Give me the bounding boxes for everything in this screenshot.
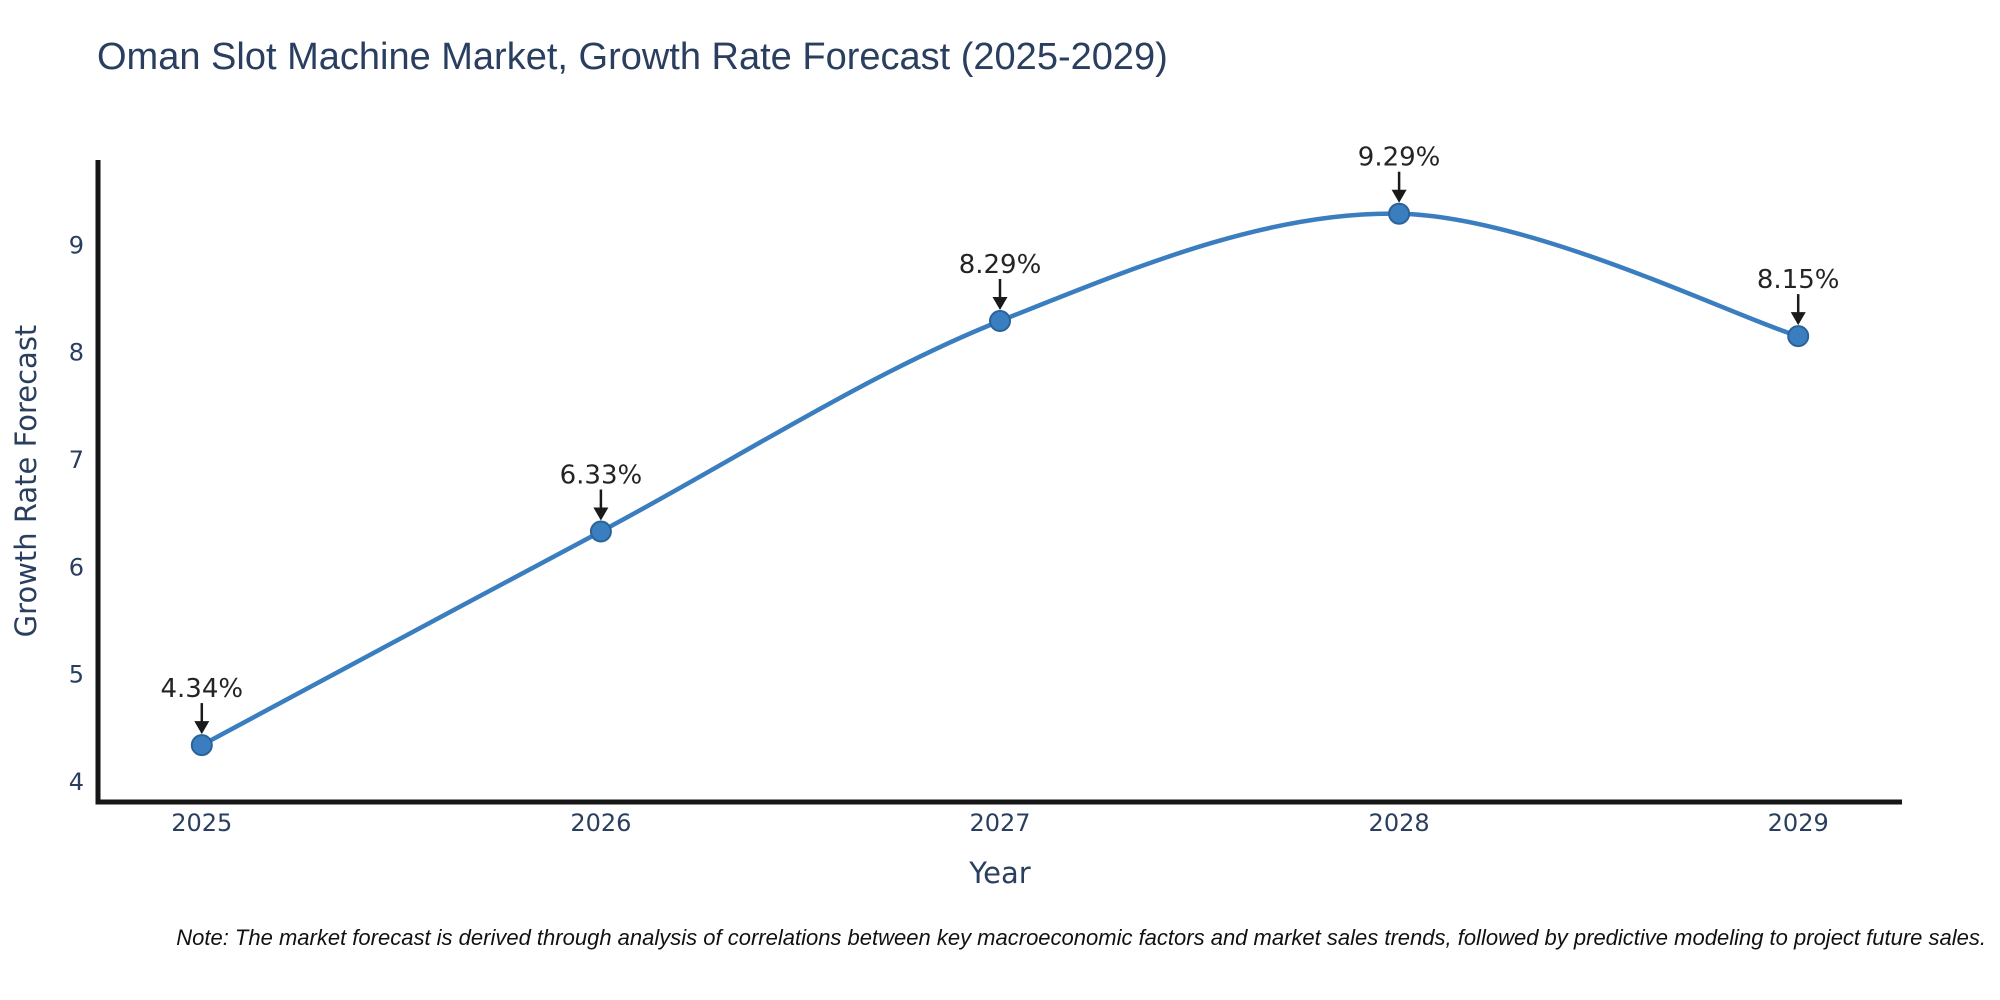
x-tick-label: 2025 — [171, 809, 232, 837]
x-tick-label: 2029 — [1768, 809, 1829, 837]
point-value-label: 9.29% — [1358, 143, 1441, 173]
y-axis-title: Growth Rate Forecast — [9, 325, 43, 638]
point-value-label: 4.34% — [160, 674, 243, 704]
chart-title: Oman Slot Machine Market, Growth Rate Fo… — [97, 36, 1168, 78]
y-tick-label: 7 — [69, 446, 84, 474]
data-point[interactable] — [589, 520, 612, 543]
footnote: Note: The market forecast is derived thr… — [176, 925, 1986, 950]
annotation-arrowhead — [593, 507, 609, 521]
data-point[interactable] — [989, 310, 1011, 332]
annotation-arrowhead — [194, 721, 210, 735]
y-tick-label: 8 — [69, 339, 84, 367]
y-tick-label: 4 — [69, 768, 84, 796]
data-point[interactable] — [1787, 325, 1810, 348]
point-value-label: 8.29% — [959, 250, 1042, 280]
x-tick-label: 2026 — [570, 809, 631, 837]
data-point[interactable] — [1388, 202, 1411, 225]
x-tick-label: 2027 — [969, 809, 1030, 837]
annotation-arrowhead — [1391, 189, 1407, 203]
annotation-arrowhead — [992, 297, 1008, 310]
x-axis-title: Year — [968, 856, 1030, 890]
y-tick-label: 6 — [69, 553, 84, 581]
data-point[interactable] — [190, 734, 213, 757]
point-value-label: 6.33% — [560, 461, 643, 491]
point-value-label: 8.15% — [1757, 265, 1840, 295]
annotation-arrowhead — [1790, 312, 1806, 326]
x-tick-label: 2028 — [1369, 809, 1430, 837]
y-tick-label: 9 — [69, 231, 84, 259]
y-tick-label: 5 — [69, 661, 84, 689]
